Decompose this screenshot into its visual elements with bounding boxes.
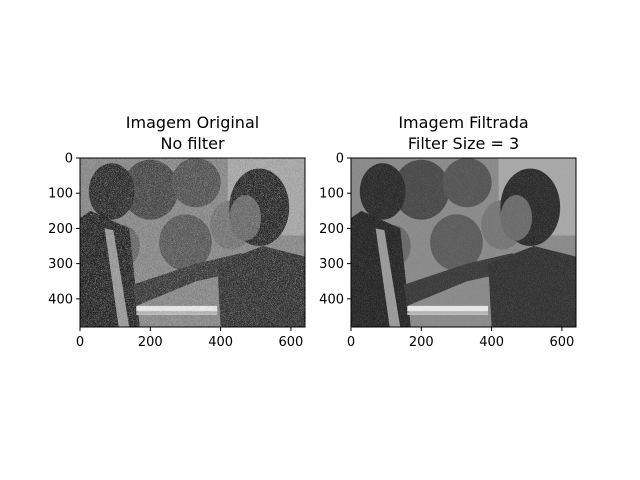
y-tick-label: 200 <box>48 222 73 237</box>
axes-frame <box>79 157 306 328</box>
y-tick-label: 100 <box>319 187 344 202</box>
y-tick-label: 100 <box>48 187 73 202</box>
x-tick-label: 600 <box>279 335 304 350</box>
y-tick-label: 400 <box>48 292 73 307</box>
x-tick-label: 400 <box>208 335 233 350</box>
original-noisy-image <box>80 158 305 327</box>
right-title-line1: Imagem Filtrada <box>398 113 528 132</box>
left-title-line1: Imagem Original <box>126 113 259 132</box>
right-title-line2: Filter Size = 3 <box>408 134 519 153</box>
x-tick-label: 400 <box>479 335 504 350</box>
x-tick-label: 0 <box>76 335 84 350</box>
x-tick-label: 200 <box>138 335 163 350</box>
y-tick-label: 0 <box>65 152 73 167</box>
x-tick-label: 200 <box>409 335 434 350</box>
y-tick-label: 400 <box>319 292 344 307</box>
y-tick-label: 200 <box>319 222 344 237</box>
x-tick-label: 600 <box>550 335 575 350</box>
x-tick-label: 0 <box>347 335 355 350</box>
left-title-line2: No filter <box>160 134 224 153</box>
filtered-image <box>351 158 576 327</box>
y-tick-label: 300 <box>319 257 344 272</box>
y-tick-label: 0 <box>336 152 344 167</box>
right-image-panel: Imagem Filtrada Filter Size = 3 0 200 400 6… <box>319 113 577 350</box>
axes-frame <box>350 157 577 328</box>
left-image-panel: Imagem Original No filter 0 200 400 600 0 10… <box>48 113 306 350</box>
y-tick-label: 300 <box>48 257 73 272</box>
